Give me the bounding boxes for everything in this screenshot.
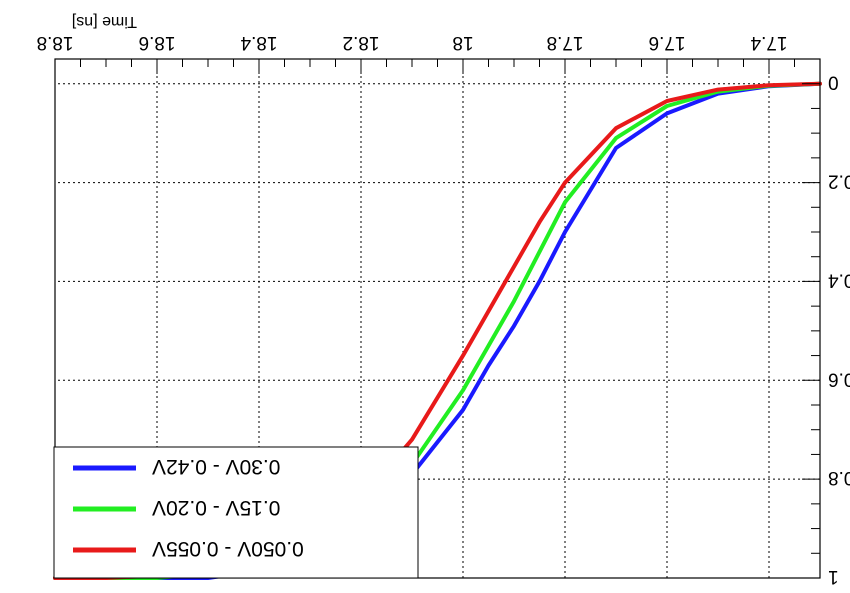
- series-point-1: [486, 344, 491, 348]
- series-point-2: [512, 265, 516, 269]
- series-point-2: [665, 99, 669, 103]
- x-tick-label: 17.8: [547, 32, 584, 53]
- x-tick-label: 18: [452, 32, 473, 53]
- series-point-2: [486, 309, 491, 313]
- series-point-0: [563, 230, 567, 234]
- series-point-2: [537, 220, 542, 224]
- y-tick-label: 0: [828, 72, 839, 93]
- x-axis-title: Time [ns]: [72, 13, 137, 30]
- y-tick-label: 0.8: [828, 467, 850, 488]
- series-point-0: [512, 324, 516, 328]
- x-tick-label: 17.6: [649, 32, 686, 53]
- y-tick-label: 1: [828, 566, 839, 587]
- x-tick-label: 18.8: [37, 32, 74, 53]
- y-tick-label: 0.2: [828, 171, 850, 192]
- legend-label-0: 0.30V - 0.42V: [152, 455, 280, 478]
- legend-label-2: 0.050V - 0.055V: [152, 537, 304, 560]
- series-point-0: [614, 146, 618, 150]
- series-point-0: [665, 111, 669, 115]
- series-point-1: [461, 388, 465, 392]
- series-point-2: [614, 126, 618, 130]
- series-point-2: [716, 88, 720, 92]
- x-tick-label: 17.4: [750, 32, 787, 53]
- x-tick-label: 18.2: [343, 32, 380, 53]
- tick-label-layer: 17.4 17.6 17.8 18 18.2 18.4 18.6 18.8 0 0.2 0.4 0.6…: [37, 32, 850, 587]
- series-point-0: [486, 363, 491, 368]
- series-point-1: [563, 200, 567, 204]
- series-point-2: [410, 438, 414, 442]
- series-point-2: [563, 180, 567, 185]
- series-point-1: [665, 104, 669, 108]
- series-point-0: [537, 279, 542, 284]
- y-tick-label: 0.6: [828, 368, 850, 389]
- series-point-1: [614, 136, 618, 140]
- series-point-0: [461, 408, 465, 412]
- series-point-2: [461, 353, 465, 358]
- series-point-1: [512, 299, 516, 303]
- y-tick-label: 0.4: [828, 269, 850, 290]
- tick-layer: [54, 59, 821, 579]
- legend-label-1: 0.15V - 0.20V: [152, 496, 280, 519]
- x-tick-label: 18.4: [240, 32, 277, 53]
- x-tick-label: 18.6: [139, 32, 176, 53]
- series-point-1: [537, 250, 542, 254]
- legend: 0.30V - 0.42V 0.15V - 0.20V 0.050V - 0.055…: [53, 446, 419, 579]
- series-point-2: [767, 83, 771, 87]
